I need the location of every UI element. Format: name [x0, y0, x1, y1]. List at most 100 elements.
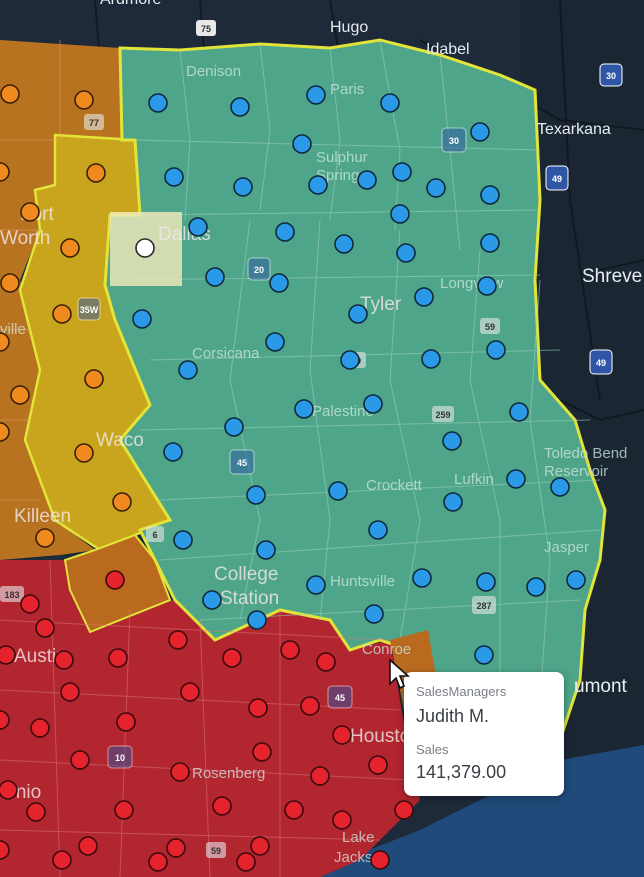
- territory-marker[interactable]: [233, 177, 253, 197]
- territory-marker[interactable]: [180, 682, 200, 702]
- territory-marker[interactable]: [306, 575, 326, 595]
- territory-marker[interactable]: [292, 134, 312, 154]
- territory-marker[interactable]: [265, 332, 285, 352]
- territory-marker[interactable]: [205, 267, 225, 287]
- orange-markers[interactable]: [0, 84, 132, 548]
- territory-marker[interactable]: [173, 530, 193, 550]
- orange-territory[interactable]: [0, 40, 122, 560]
- territory-marker[interactable]: [443, 492, 463, 512]
- territory-marker[interactable]: [509, 402, 529, 422]
- territory-marker[interactable]: [275, 222, 295, 242]
- blue-markers[interactable]: [132, 85, 586, 665]
- territory-marker[interactable]: [474, 645, 494, 665]
- territory-marker[interactable]: [390, 204, 410, 224]
- territory-marker[interactable]: [396, 243, 416, 263]
- territory-marker[interactable]: [166, 838, 186, 858]
- territory-marker[interactable]: [506, 469, 526, 489]
- territory-marker[interactable]: [308, 175, 328, 195]
- territory-marker[interactable]: [0, 422, 10, 442]
- territory-marker[interactable]: [202, 590, 222, 610]
- territory-marker[interactable]: [380, 93, 400, 113]
- territory-marker[interactable]: [20, 202, 40, 222]
- territory-marker[interactable]: [269, 273, 289, 293]
- territory-marker[interactable]: [316, 652, 336, 672]
- territory-marker[interactable]: [188, 217, 208, 237]
- territory-marker[interactable]: [60, 238, 80, 258]
- territory-marker[interactable]: [334, 234, 354, 254]
- territory-marker[interactable]: [78, 836, 98, 856]
- territory-marker[interactable]: [332, 725, 352, 745]
- territory-marker[interactable]: [52, 304, 72, 324]
- territory-marker[interactable]: [526, 577, 546, 597]
- territory-marker[interactable]: [0, 645, 16, 665]
- territory-marker[interactable]: [310, 766, 330, 786]
- territory-marker[interactable]: [412, 568, 432, 588]
- territory-marker[interactable]: [148, 852, 168, 872]
- territory-marker[interactable]: [340, 350, 360, 370]
- territory-marker[interactable]: [348, 304, 368, 324]
- territory-marker[interactable]: [212, 796, 232, 816]
- territory-marker[interactable]: [108, 648, 128, 668]
- territory-marker[interactable]: [566, 570, 586, 590]
- territory-marker[interactable]: [252, 742, 272, 762]
- territory-marker[interactable]: [168, 630, 188, 650]
- territory-marker[interactable]: [550, 477, 570, 497]
- red-markers[interactable]: [0, 570, 414, 872]
- territory-marker[interactable]: [0, 840, 10, 860]
- territory-marker[interactable]: [116, 712, 136, 732]
- territory-marker[interactable]: [178, 360, 198, 380]
- territory-marker[interactable]: [148, 93, 168, 113]
- territory-marker[interactable]: [70, 750, 90, 770]
- territory-marker[interactable]: [84, 369, 104, 389]
- territory-marker[interactable]: [368, 755, 388, 775]
- territory-marker[interactable]: [480, 185, 500, 205]
- territory-marker[interactable]: [470, 122, 490, 142]
- territory-marker[interactable]: [236, 852, 256, 872]
- territory-marker[interactable]: [170, 762, 190, 782]
- territory-marker[interactable]: [230, 97, 250, 117]
- territory-marker[interactable]: [284, 800, 304, 820]
- territory-marker[interactable]: [476, 572, 496, 592]
- territory-marker[interactable]: [370, 850, 390, 870]
- territory-marker[interactable]: [280, 640, 300, 660]
- territory-marker[interactable]: [105, 570, 125, 590]
- territory-marker[interactable]: [477, 276, 497, 296]
- territory-marker[interactable]: [224, 417, 244, 437]
- territory-marker[interactable]: [54, 650, 74, 670]
- territory-marker[interactable]: [357, 170, 377, 190]
- territory-marker[interactable]: [60, 682, 80, 702]
- territory-marker[interactable]: [248, 698, 268, 718]
- territory-marker[interactable]: [256, 540, 276, 560]
- territory-marker[interactable]: [163, 442, 183, 462]
- territory-marker[interactable]: [26, 802, 46, 822]
- territory-marker[interactable]: [394, 800, 414, 820]
- territory-marker[interactable]: [35, 618, 55, 638]
- territory-marker[interactable]: [442, 431, 462, 451]
- territory-marker[interactable]: [368, 520, 388, 540]
- territory-marker[interactable]: [0, 84, 20, 104]
- territory-marker[interactable]: [0, 162, 10, 182]
- territory-marker[interactable]: [10, 385, 30, 405]
- territory-marker[interactable]: [74, 90, 94, 110]
- territory-marker[interactable]: [246, 485, 266, 505]
- territory-marker[interactable]: [486, 340, 506, 360]
- territory-marker[interactable]: [222, 648, 242, 668]
- territory-marker[interactable]: [0, 273, 20, 293]
- territory-marker[interactable]: [392, 162, 412, 182]
- territory-marker[interactable]: [364, 604, 384, 624]
- territory-marker[interactable]: [328, 481, 348, 501]
- red-territory[interactable]: [0, 560, 420, 877]
- territory-marker[interactable]: [480, 233, 500, 253]
- territory-marker[interactable]: [294, 399, 314, 419]
- territory-marker[interactable]: [0, 780, 18, 800]
- territory-marker[interactable]: [52, 850, 72, 870]
- territory-marker[interactable]: [300, 696, 320, 716]
- territory-marker[interactable]: [35, 528, 55, 548]
- territory-marker[interactable]: [86, 163, 106, 183]
- territory-marker[interactable]: [363, 394, 383, 414]
- territory-marker[interactable]: [421, 349, 441, 369]
- territory-marker[interactable]: [250, 836, 270, 856]
- territory-marker[interactable]: [426, 178, 446, 198]
- territory-marker[interactable]: [74, 443, 94, 463]
- territory-marker[interactable]: [164, 167, 184, 187]
